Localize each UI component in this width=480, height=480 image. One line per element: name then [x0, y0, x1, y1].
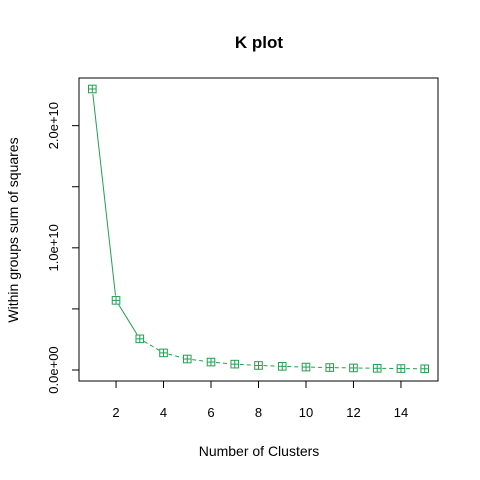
x-tick-label: 10 — [299, 405, 313, 420]
y-tick-label: 0.0e+00 — [46, 346, 61, 393]
y-tick-label: 2.0e+10 — [46, 102, 61, 149]
x-axis-label: Number of Clusters — [199, 443, 320, 459]
data-point — [301, 362, 311, 372]
data-point — [349, 363, 358, 373]
series-line-segment — [215, 362, 230, 365]
data-point — [206, 357, 216, 367]
series-line-segment — [192, 359, 207, 362]
data-point — [230, 359, 240, 369]
series-line-segment — [143, 340, 160, 351]
y-tick-label: 1.0e+10 — [46, 224, 61, 271]
y-axis-label: Within groups sum of squares — [5, 137, 21, 322]
data-point — [135, 334, 145, 344]
data-point — [182, 354, 192, 364]
chart-title: K plot — [235, 33, 283, 52]
series-line-segment — [92, 93, 116, 296]
y-axis: 0.0e+00 1.0e+10 2.0e+10 — [46, 102, 80, 394]
data-point — [325, 363, 335, 372]
series-line-segment — [118, 304, 138, 335]
x-tick-label: 12 — [346, 405, 360, 420]
series-line-segment — [239, 363, 254, 366]
data-point — [87, 84, 97, 94]
x-tick-label: 4 — [160, 405, 167, 420]
data-point — [254, 361, 263, 370]
data-point — [420, 364, 430, 374]
x-tick-label: 8 — [255, 405, 262, 420]
data-point — [111, 296, 121, 305]
data-point — [372, 363, 382, 373]
x-tick-label: 6 — [207, 405, 214, 420]
data-point — [396, 364, 406, 373]
x-tick-label: 14 — [394, 405, 408, 420]
series-layer — [87, 84, 430, 374]
x-axis: 2 4 6 8 10 12 14 — [112, 380, 408, 420]
data-point — [277, 362, 287, 371]
series-line-segment — [168, 353, 183, 359]
data-point — [159, 348, 168, 358]
x-tick-label: 2 — [112, 405, 119, 420]
plot-frame — [78, 77, 439, 382]
